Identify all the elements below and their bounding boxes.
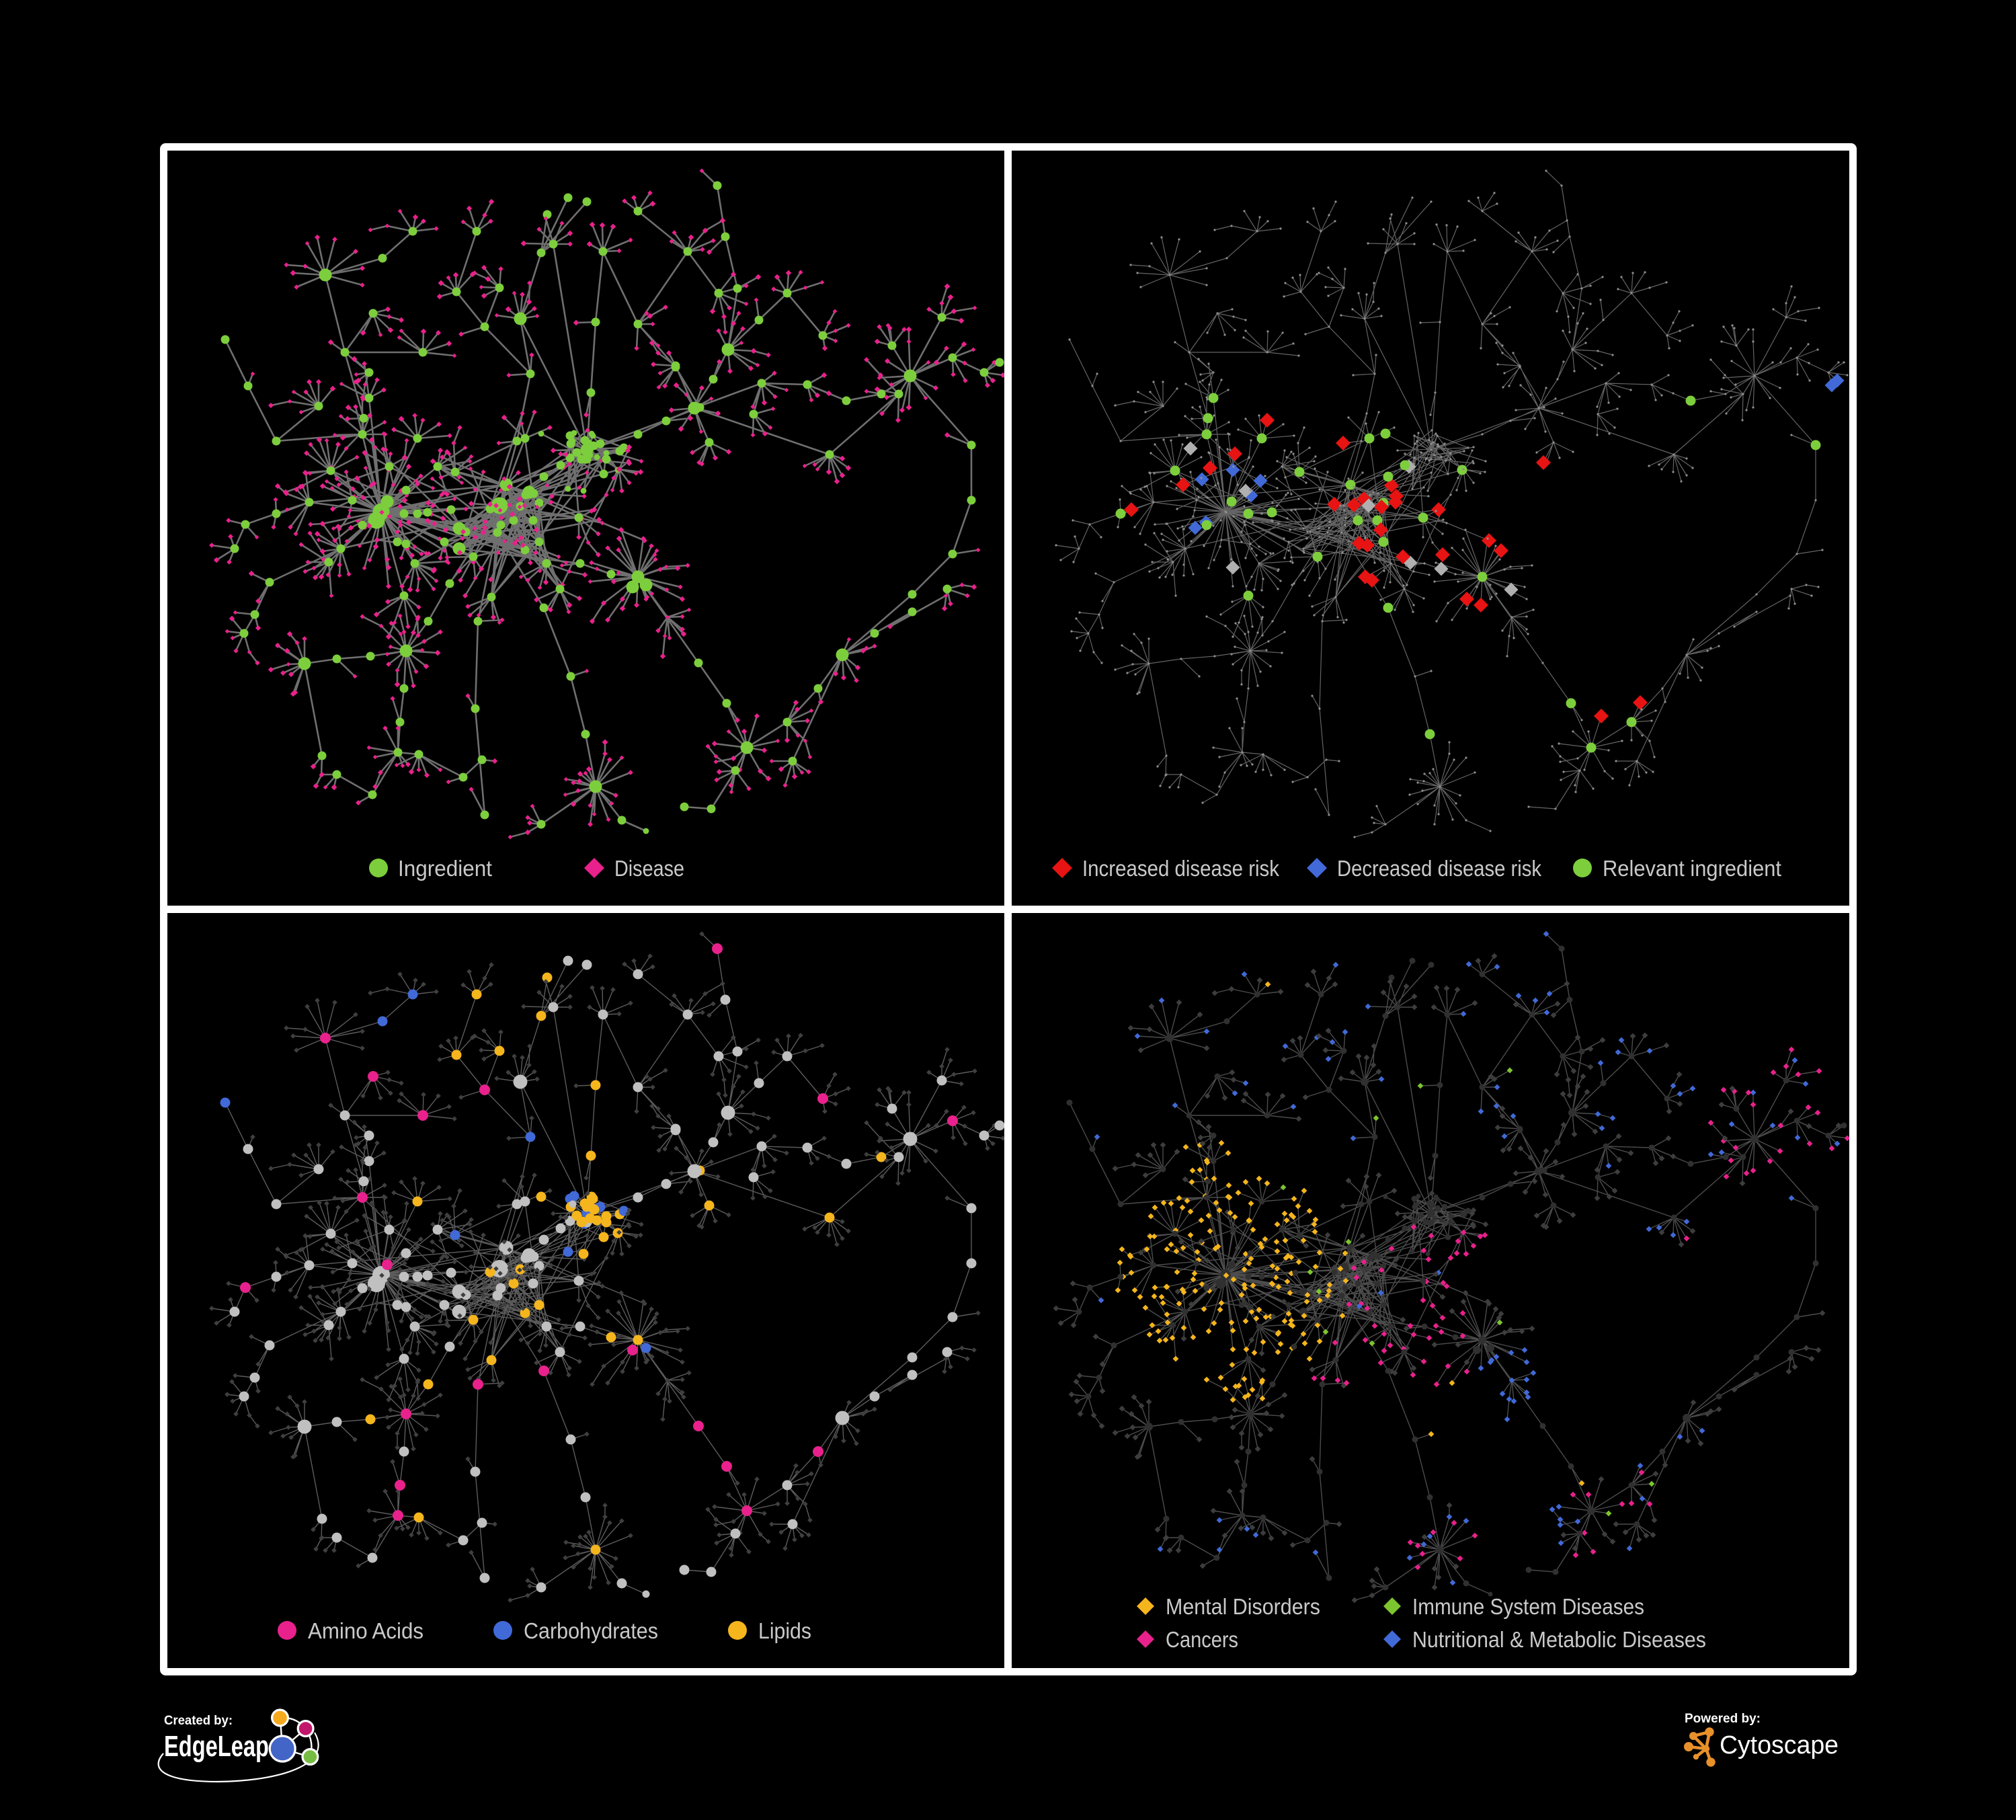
svg-text:Mental Disorders: Mental Disorders (1166, 1594, 1320, 1619)
svg-text:Relevant ingredient: Relevant ingredient (1603, 856, 1781, 881)
svg-text:Amino Acids: Amino Acids (308, 1618, 424, 1643)
svg-text:Cancers: Cancers (1166, 1627, 1238, 1652)
svg-text:Nutritional & Metabolic Diseas: Nutritional & Metabolic Diseases (1412, 1627, 1706, 1652)
svg-text:Created by:: Created by: (164, 1714, 233, 1728)
svg-text:EdgeLeap: EdgeLeap (164, 1730, 269, 1763)
svg-text:Lipids: Lipids (758, 1618, 811, 1643)
svg-text:Carbohydrates: Carbohydrates (524, 1618, 658, 1643)
svg-text:Cytoscape: Cytoscape (1720, 1731, 1839, 1759)
svg-text:Increased disease risk: Increased disease risk (1082, 856, 1279, 881)
svg-text:Powered by:: Powered by: (1685, 1712, 1761, 1726)
svg-text:Disease: Disease (614, 856, 684, 881)
svg-text:Ingredient: Ingredient (398, 856, 492, 881)
svg-text:Immune System Diseases: Immune System Diseases (1412, 1594, 1644, 1619)
svg-text:Decreased disease risk: Decreased disease risk (1337, 856, 1541, 881)
